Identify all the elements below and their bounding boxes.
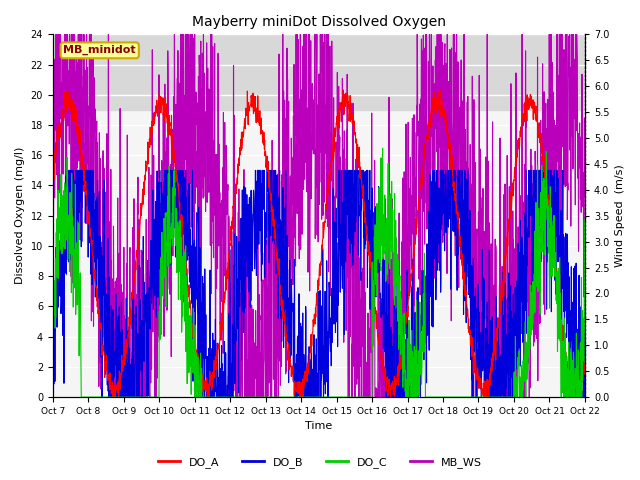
Bar [52, 35, 585, 110]
Text: MB_minidot: MB_minidot [63, 45, 136, 56]
Legend: DO_A, DO_B, DO_C, MB_WS: DO_A, DO_B, DO_C, MB_WS [154, 452, 486, 472]
Title: Mayberry miniDot Dissolved Oxygen: Mayberry miniDot Dissolved Oxygen [192, 15, 446, 29]
Y-axis label: Dissolved Oxygen (mg/l): Dissolved Oxygen (mg/l) [15, 147, 25, 285]
Y-axis label: Wind Speed  (m/s): Wind Speed (m/s) [615, 164, 625, 267]
X-axis label: Time: Time [305, 421, 332, 432]
